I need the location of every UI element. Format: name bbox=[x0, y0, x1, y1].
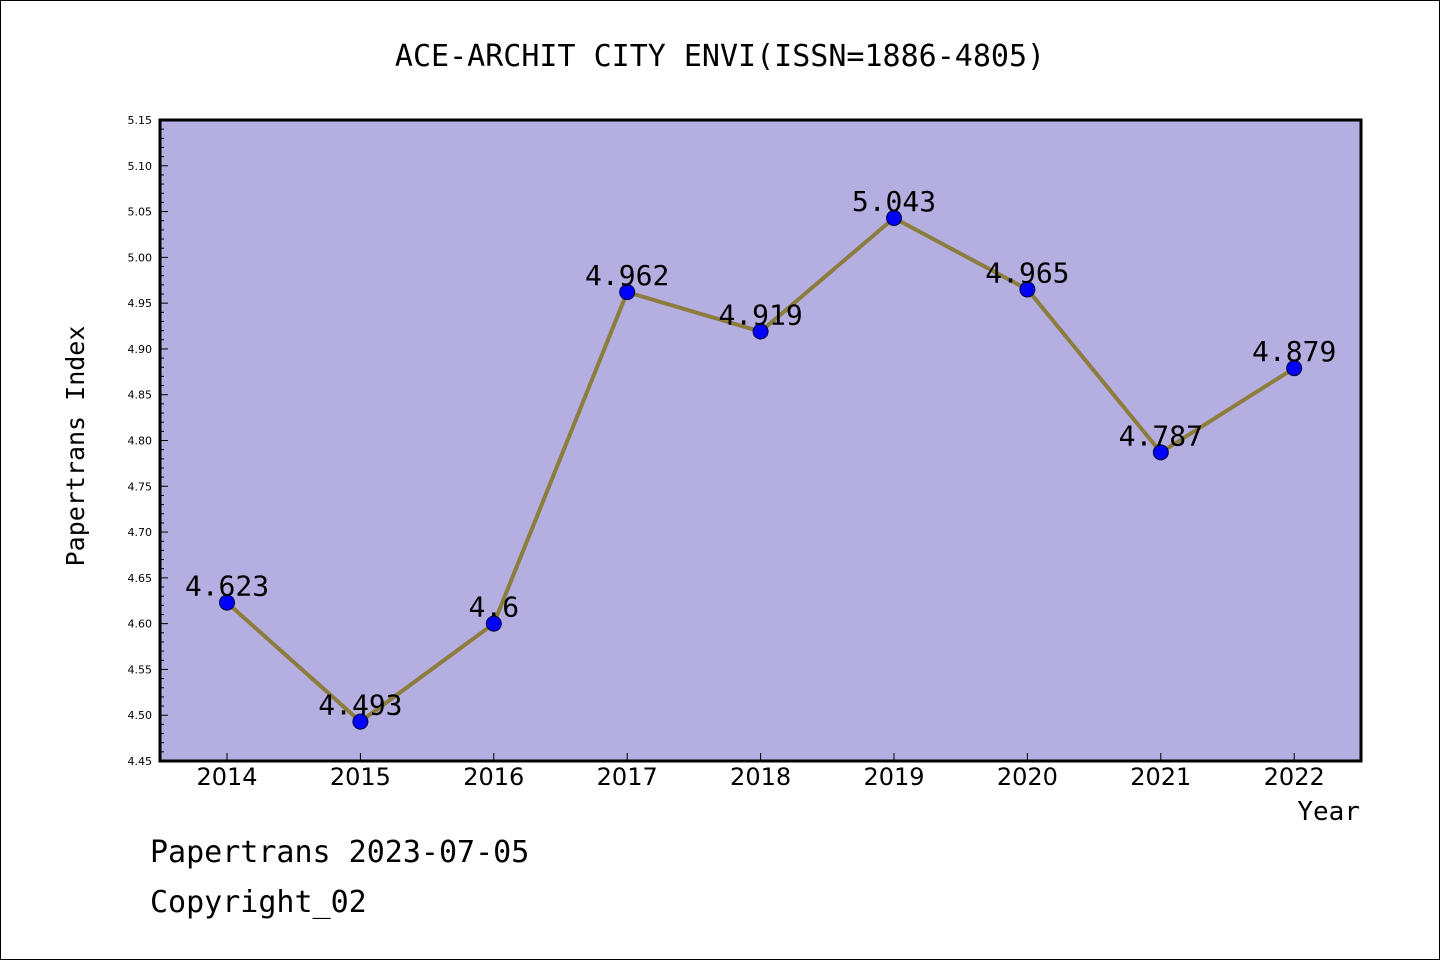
x-tick-label: 2022 bbox=[1264, 763, 1325, 791]
y-tick-label: 4.75 bbox=[128, 480, 153, 493]
data-label: 4.623 bbox=[185, 570, 269, 603]
x-tick-label: 2019 bbox=[863, 763, 924, 791]
y-axis: 4.45 4.50 4.55 4.60 4.65 4.70 4.75 4.80 4.85 4.90… bbox=[128, 114, 168, 768]
data-point bbox=[1152, 444, 1169, 461]
y-tick-label: 4.95 bbox=[128, 297, 153, 310]
data-point bbox=[485, 615, 502, 632]
x-tick-label: 2018 bbox=[730, 763, 791, 791]
data-point bbox=[619, 284, 636, 301]
x-tick-label: 2020 bbox=[997, 763, 1058, 791]
y-tick-label: 5.10 bbox=[128, 160, 153, 173]
data-label: 4.965 bbox=[985, 256, 1069, 289]
data-label: 4.919 bbox=[718, 299, 802, 332]
y-tick-label: 5.15 bbox=[128, 114, 153, 127]
y-tick-label: 4.45 bbox=[128, 755, 153, 768]
data-label: 4.787 bbox=[1119, 419, 1203, 452]
plot-area bbox=[158, 118, 1363, 763]
data-point bbox=[886, 209, 902, 226]
data-point bbox=[1019, 281, 1036, 298]
y-tick-label: 4.80 bbox=[128, 435, 153, 448]
data-point bbox=[1286, 360, 1303, 377]
footer-copyright: Copyright_02 bbox=[150, 885, 367, 920]
data-label: 4.6 bbox=[469, 591, 520, 624]
series-line-group: 4.623 4.493 4.6 4.962 4.919 5.043 4.965 4.787 4.… bbox=[185, 185, 1336, 730]
y-tick-label: 4.50 bbox=[128, 709, 153, 722]
x-tick-label: 2017 bbox=[597, 763, 658, 791]
data-label: 4.879 bbox=[1252, 335, 1336, 368]
y-tick-label: 4.55 bbox=[128, 663, 153, 676]
y-tick-label: 5.00 bbox=[128, 251, 153, 264]
y-tick-label: 5.05 bbox=[128, 206, 153, 219]
data-point bbox=[752, 323, 769, 340]
y-tick-label: 4.65 bbox=[128, 572, 153, 585]
data-label: 4.962 bbox=[585, 259, 669, 292]
data-label: 4.493 bbox=[318, 689, 402, 722]
data-point bbox=[352, 713, 369, 730]
x-axis: 2014 2015 2016 2017 2018 2019 2020 2021 2022 bbox=[196, 753, 1325, 791]
y-tick-label: 4.90 bbox=[128, 343, 153, 356]
data-label: 5.043 bbox=[852, 185, 936, 218]
x-tick-label: 2015 bbox=[330, 763, 391, 791]
y-tick-label: 4.85 bbox=[128, 389, 153, 402]
x-axis-label: Year bbox=[1297, 797, 1360, 827]
chart-title: ACE-ARCHIT CITY ENVI(ISSN=1886-4805) bbox=[395, 39, 1045, 74]
y-axis-label: Papertrans Index bbox=[61, 326, 90, 567]
data-point bbox=[219, 594, 235, 611]
y-tick-label: 4.70 bbox=[128, 526, 153, 539]
x-tick-label: 2016 bbox=[463, 763, 524, 791]
y-tick-label: 4.60 bbox=[128, 618, 153, 631]
x-tick-label: 2021 bbox=[1130, 763, 1191, 791]
x-tick-label: 2014 bbox=[196, 763, 257, 791]
footer-date: Papertrans 2023-07-05 bbox=[150, 835, 530, 870]
